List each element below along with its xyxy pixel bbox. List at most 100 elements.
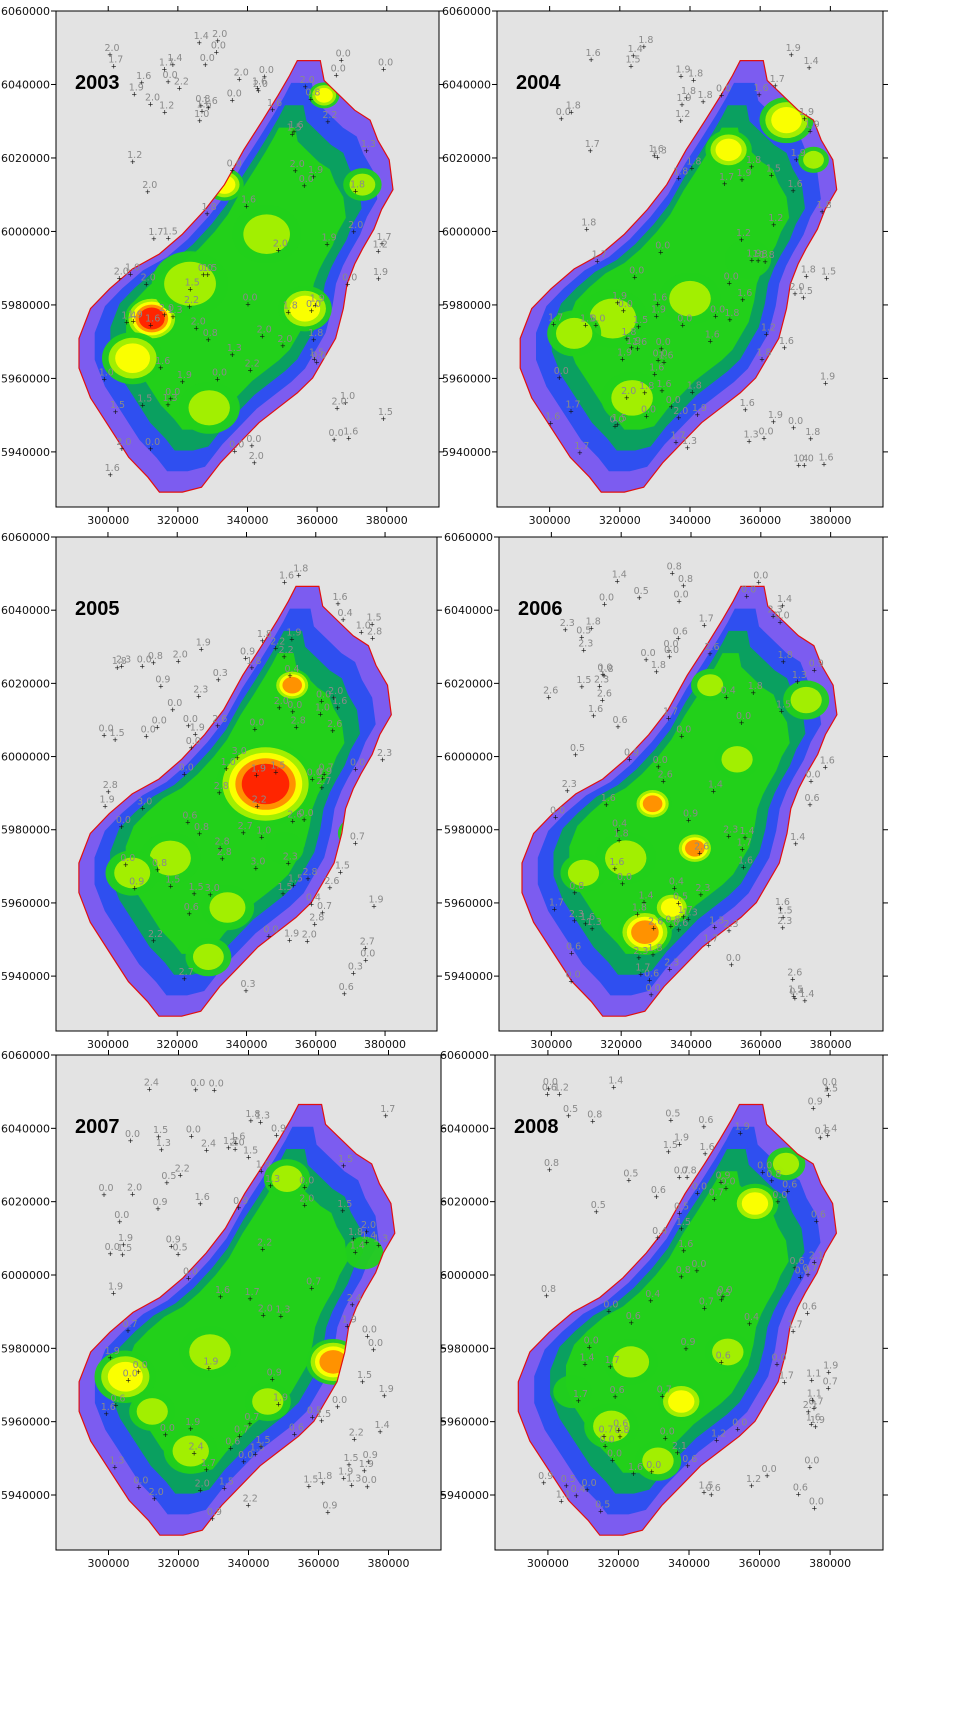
sample-point: + <box>811 1104 816 1114</box>
sample-value: 1.5 <box>189 882 204 893</box>
sample-point: + <box>148 321 153 331</box>
sample-value: 2.2 <box>243 1493 258 1504</box>
sample-point: + <box>559 114 564 124</box>
sample-value: 1.9 <box>746 248 761 259</box>
sample-value: 2.7 <box>360 937 375 948</box>
sample-value: 0.0 <box>656 337 671 348</box>
sample-point: + <box>655 355 660 365</box>
sample-value: 0.6 <box>802 1301 817 1312</box>
sample-point: + <box>180 377 185 387</box>
sample-point: + <box>196 691 201 701</box>
sample-value: 1.5 <box>110 728 125 739</box>
sample-value: 1.9 <box>820 371 835 382</box>
hot-spot <box>685 839 705 857</box>
hot-spot <box>138 307 165 330</box>
sample-point: + <box>741 863 746 873</box>
sample-point: + <box>557 373 562 383</box>
sample-point: + <box>695 410 700 420</box>
sample-value: 1.9 <box>338 1467 353 1478</box>
sample-point: + <box>807 1463 812 1473</box>
sample-point: + <box>119 662 124 672</box>
sample-point: + <box>668 1115 673 1125</box>
sample-value: 0.3 <box>213 668 228 679</box>
sample-value: 1.6 <box>196 100 211 111</box>
x-tick-label: 360000 <box>739 514 781 527</box>
sample-value: 1.9 <box>626 336 641 347</box>
sample-value: 0.0 <box>342 273 357 284</box>
sample-value: 2.3 <box>116 655 131 666</box>
sample-value: 2.8 <box>103 780 118 791</box>
sample-value: 1.7 <box>703 934 718 945</box>
sample-point: + <box>325 1508 330 1518</box>
sample-value: 1.3 <box>167 305 182 316</box>
y-tick-label: 5960000 <box>1 1416 50 1429</box>
sample-value: 1.8 <box>293 564 308 575</box>
sample-point: + <box>701 1122 706 1132</box>
x-tick-label: 380000 <box>810 1038 852 1051</box>
sample-value: 1.8 <box>632 902 647 913</box>
sample-value: 1.6 <box>203 96 218 107</box>
sample-point: + <box>215 375 220 385</box>
y-tick-label: 6040000 <box>440 1122 489 1135</box>
sample-value: 1.9 <box>768 410 783 421</box>
contour-field <box>522 586 837 1017</box>
sample-value: 1.8 <box>746 155 761 166</box>
sample-value: 0.0 <box>133 1476 148 1487</box>
sample-value: 0.0 <box>229 440 244 451</box>
hot-spot <box>241 763 290 805</box>
sample-value: 1.8 <box>688 69 703 80</box>
sample-value: 2.7 <box>179 967 194 978</box>
sample-point: + <box>261 1311 266 1321</box>
sample-value: 0.6 <box>811 1209 826 1220</box>
sample-value: 0.5 <box>576 625 591 636</box>
sample-value: 1.9 <box>108 1282 123 1293</box>
hot-spot <box>344 1236 384 1270</box>
sample-point: + <box>148 444 153 454</box>
sample-value: 0.9 <box>322 1501 337 1512</box>
sample-point: + <box>151 234 156 244</box>
sample-value: 2.2 <box>322 110 337 121</box>
sample-value: 1.5 <box>153 1125 168 1136</box>
sample-value: 1.5 <box>137 393 152 404</box>
sample-point: + <box>595 256 600 266</box>
sample-value: 0.8 <box>569 881 584 892</box>
sample-value: 0.0 <box>316 689 331 700</box>
map-panel-2006: +0.0+0.0+0.0+2.3+2.3+2.6+0.8+0.5+0.4+1.4… <box>444 531 888 1051</box>
y-tick-label: 6040000 <box>1 604 50 617</box>
sample-point: + <box>291 881 296 891</box>
sample-point: + <box>600 669 605 679</box>
sample-point: + <box>557 1090 562 1100</box>
sample-point: + <box>162 310 167 320</box>
sample-point: + <box>377 1427 382 1437</box>
sample-value: 0.5 <box>561 1474 576 1485</box>
sample-value: 2.0 <box>114 266 129 277</box>
sample-value: 1.5 <box>788 985 803 996</box>
sample-point: + <box>702 1303 707 1313</box>
sample-point: + <box>371 901 376 911</box>
sample-point: + <box>756 578 761 588</box>
hot-spot <box>669 280 711 317</box>
sample-value: 1.8 <box>245 1109 260 1120</box>
sample-point: + <box>615 826 620 836</box>
x-tick-label: 360000 <box>295 1038 337 1051</box>
sample-point: + <box>140 803 145 813</box>
sample-value: 2.3 <box>633 946 648 957</box>
sample-value: 0.6 <box>673 626 688 637</box>
sample-value: 2.0 <box>621 386 636 397</box>
sample-point: + <box>651 923 656 933</box>
sample-value: 2.3 <box>578 638 593 649</box>
sample-point: + <box>289 634 294 644</box>
x-tick-label: 380000 <box>368 1557 410 1570</box>
x-tick-label: 360000 <box>298 1557 340 1570</box>
sample-value: 1.8 <box>801 265 816 276</box>
sample-value: 0.0 <box>336 48 351 59</box>
sample-point: + <box>371 1345 376 1355</box>
sample-point: + <box>740 295 745 305</box>
sample-value: 0.5 <box>595 1500 610 1511</box>
sample-value: 2.6 <box>787 967 802 978</box>
hot-spot <box>172 1435 209 1467</box>
lake-boundary <box>517 1103 838 1536</box>
sample-value: 1.0 <box>340 391 355 402</box>
sample-value: 2.0 <box>673 406 688 417</box>
sample-value: 0.0 <box>183 714 198 725</box>
